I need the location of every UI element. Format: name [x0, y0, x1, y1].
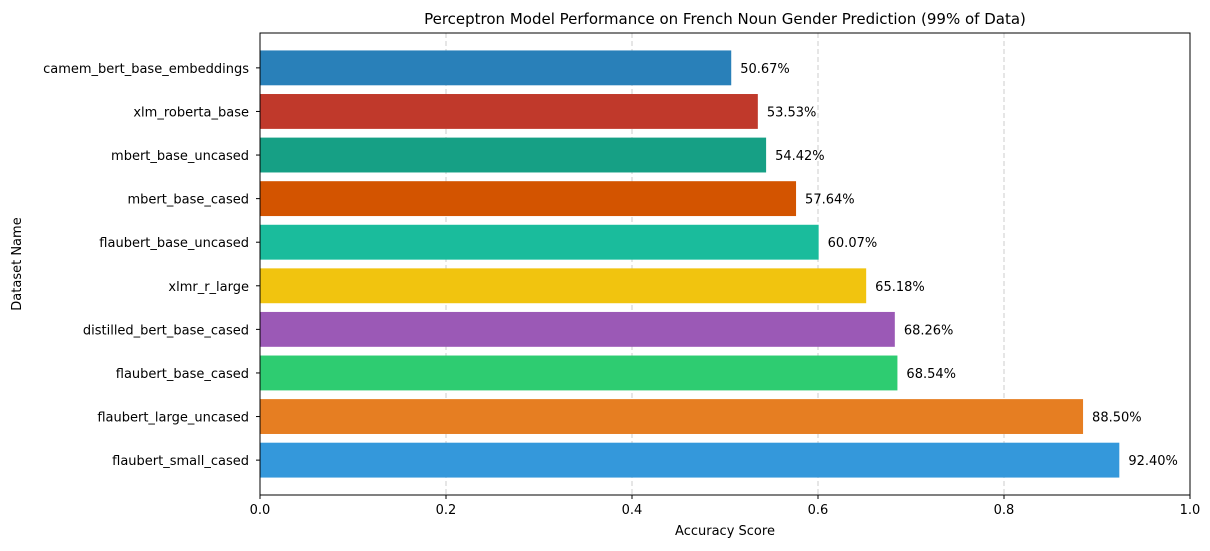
- x-tick-label: 0.8: [994, 503, 1015, 518]
- x-tick-label: 0.4: [622, 503, 643, 518]
- y-tick-label: camem_bert_base_embeddings: [43, 62, 249, 77]
- bar-xlmr-r-large: [260, 268, 867, 304]
- y-tick-label: flaubert_large_uncased: [97, 411, 249, 426]
- bars: [260, 50, 1120, 478]
- bar-mbert-base-uncased: [260, 137, 767, 173]
- bar-value-label: 65.18%: [875, 280, 925, 295]
- x-tick-label: 0.0: [250, 503, 271, 518]
- bar-flaubert-small-cased: [260, 442, 1120, 478]
- bar-value-label: 50.67%: [740, 62, 790, 77]
- bar-value-label: 53.53%: [767, 105, 817, 120]
- bar-value-label: 68.26%: [904, 323, 954, 338]
- chart-title: Perceptron Model Performance on French N…: [424, 10, 1026, 28]
- bar-value-label: 54.42%: [775, 149, 825, 164]
- bar-flaubert-base-cased: [260, 355, 898, 391]
- data-labels: 50.67% 53.53% 54.42% 57.64% 60.07% 65.18% 68.2…: [740, 62, 1178, 469]
- x-axis-ticks: 0.0 0.2 0.4 0.6 0.8 1.0: [250, 495, 1201, 518]
- y-tick-label: mbert_base_cased: [128, 193, 249, 208]
- plot-frame: [259, 32, 1191, 496]
- y-tick-label: xlm_roberta_base: [133, 105, 249, 120]
- bar-camem-bert-base-embeddings: [260, 50, 732, 86]
- x-tick-label: 0.2: [436, 503, 457, 518]
- bar-value-label: 57.64%: [805, 193, 855, 208]
- bar-value-label: 88.50%: [1092, 411, 1142, 426]
- y-axis-ticks: camem_bert_base_embeddings xlm_roberta_ba…: [43, 62, 260, 469]
- x-tick-label: 1.0: [1180, 503, 1201, 518]
- bar-value-label: 68.54%: [906, 367, 956, 382]
- x-tick-label: 0.6: [808, 503, 829, 518]
- y-tick-label: flaubert_small_cased: [112, 454, 249, 469]
- x-axis-label: Accuracy Score: [675, 524, 775, 539]
- y-tick-label: xlmr_r_large: [168, 280, 249, 295]
- bar-flaubert-large-uncased: [260, 399, 1084, 434]
- bar-flaubert-base-uncased: [260, 224, 819, 260]
- y-axis-label: Dataset Name: [10, 217, 25, 310]
- bar-xlm-roberta-base: [260, 94, 758, 129]
- bar-mbert-base-cased: [260, 181, 797, 217]
- y-tick-label: flaubert_base_cased: [116, 367, 249, 382]
- y-tick-label: flaubert_base_uncased: [99, 236, 249, 251]
- bar-value-label: 92.40%: [1128, 454, 1178, 469]
- bar-distilled-bert-base-cased: [260, 311, 895, 347]
- y-tick-label: distilled_bert_base_cased: [83, 323, 249, 338]
- bar-value-label: 60.07%: [828, 236, 878, 251]
- y-tick-label: mbert_base_uncased: [111, 149, 249, 164]
